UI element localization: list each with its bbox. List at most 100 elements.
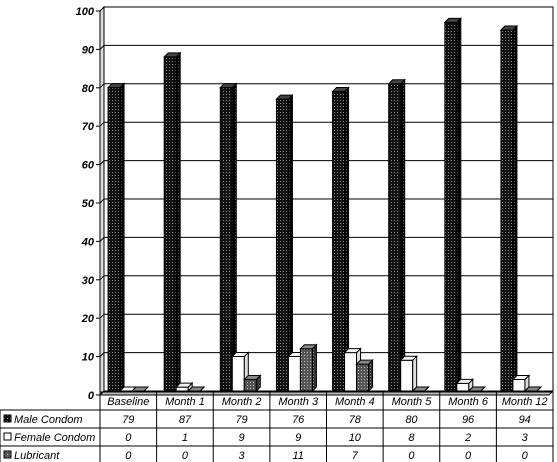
gridline-side (99, 198, 105, 204)
data-label: 1 (182, 432, 188, 444)
bar-top (130, 386, 150, 392)
y-tick-label: 30 (82, 275, 95, 287)
bar-top (219, 83, 238, 89)
bar-side (412, 355, 418, 393)
bar-top (399, 355, 418, 361)
bar-top (106, 83, 126, 89)
bar-front (287, 355, 301, 392)
data-label: 0 (465, 450, 472, 462)
bar-top (511, 374, 531, 380)
data-label: 0 (408, 450, 415, 462)
x-tick-label: Month 2 (222, 396, 262, 408)
x-tick-label: Month 3 (278, 396, 319, 408)
bar (399, 355, 418, 393)
y-tick-label: 70 (82, 121, 95, 133)
bar-side (456, 17, 462, 393)
bar (523, 386, 543, 392)
x-tick-label: Month 6 (448, 396, 489, 408)
bar-front (388, 83, 402, 392)
y-tick-label: 40 (81, 236, 95, 248)
bar-side (311, 343, 317, 393)
data-label: 0 (125, 450, 132, 462)
bar-top (243, 374, 262, 380)
bar-front (400, 359, 414, 392)
bar-front (444, 21, 458, 392)
bar (186, 386, 206, 392)
bar-front (332, 90, 346, 392)
bar-front (356, 363, 370, 392)
bar (331, 86, 350, 393)
gridline-side (99, 6, 105, 12)
data-table: Baseline Month 1 Month 2 Month 3 Month 4 Mont… (0, 391, 554, 462)
bar (443, 17, 463, 393)
legend-swatch (3, 432, 12, 441)
bar-top (186, 386, 206, 392)
bar-top (355, 359, 374, 365)
bar-front (163, 56, 177, 392)
data-label: 76 (292, 414, 305, 426)
gridline-side (99, 83, 105, 89)
bars-layer (106, 17, 543, 393)
y-tick-label: 90 (82, 44, 95, 56)
bar-top (455, 378, 475, 384)
data-label: 94 (519, 414, 531, 426)
legend-entry: Female Condom (14, 432, 95, 444)
bar-top (162, 52, 182, 58)
bar-side (400, 78, 406, 393)
bar (219, 82, 238, 393)
data-label: 0 (182, 450, 189, 462)
bar-front (500, 29, 514, 392)
bar-front (275, 98, 289, 392)
data-label: 80 (405, 414, 418, 426)
data-label: 0 (125, 432, 132, 444)
bar-front (456, 382, 470, 392)
y-tick-label: 50 (82, 198, 95, 210)
bar-side (368, 358, 374, 393)
bar (299, 343, 318, 393)
data-label: 11 (292, 450, 303, 462)
bar-top (499, 25, 519, 31)
bar (411, 386, 430, 392)
y-tick-label: 0 (88, 390, 95, 402)
data-label: 2 (464, 432, 471, 444)
bar (275, 93, 294, 393)
legend-entry: Lubricant (14, 450, 60, 462)
bar (355, 358, 374, 393)
bar-front (107, 87, 121, 392)
bar-top (443, 17, 463, 23)
data-label: 9 (239, 432, 245, 444)
x-tick-label: Baseline (107, 396, 149, 408)
bar-top (411, 386, 430, 392)
data-label: 10 (349, 432, 362, 444)
data-label: 3 (522, 432, 529, 444)
bar (130, 386, 150, 392)
axis-layer: 0 10 20 30 40 50 60 70 80 90 100 (76, 6, 100, 402)
y-tick-label: 100 (76, 6, 95, 18)
data-label: 0 (522, 450, 529, 462)
x-tick-label: Month 5 (392, 396, 433, 408)
y-tick-label: 10 (82, 352, 95, 364)
data-label: 78 (349, 414, 362, 426)
gridline-side (99, 237, 105, 242)
bar-side (287, 93, 293, 393)
x-tick-label: Month 1 (165, 396, 205, 408)
y-tick-label: 80 (82, 83, 95, 95)
bar-top (231, 351, 250, 357)
bar-side (119, 82, 125, 393)
bar (106, 82, 126, 393)
bar-front (512, 378, 526, 392)
data-label: 96 (462, 414, 475, 426)
bar-top (387, 79, 406, 85)
bar-side (344, 86, 350, 393)
bar (162, 51, 182, 393)
bar-top (275, 94, 294, 100)
bar-top (299, 344, 318, 350)
bar-front (299, 348, 313, 392)
bar (455, 378, 475, 393)
bar-top (174, 382, 194, 388)
bar-top (523, 386, 543, 392)
bar-side (175, 51, 181, 393)
gridline-side (99, 160, 105, 165)
